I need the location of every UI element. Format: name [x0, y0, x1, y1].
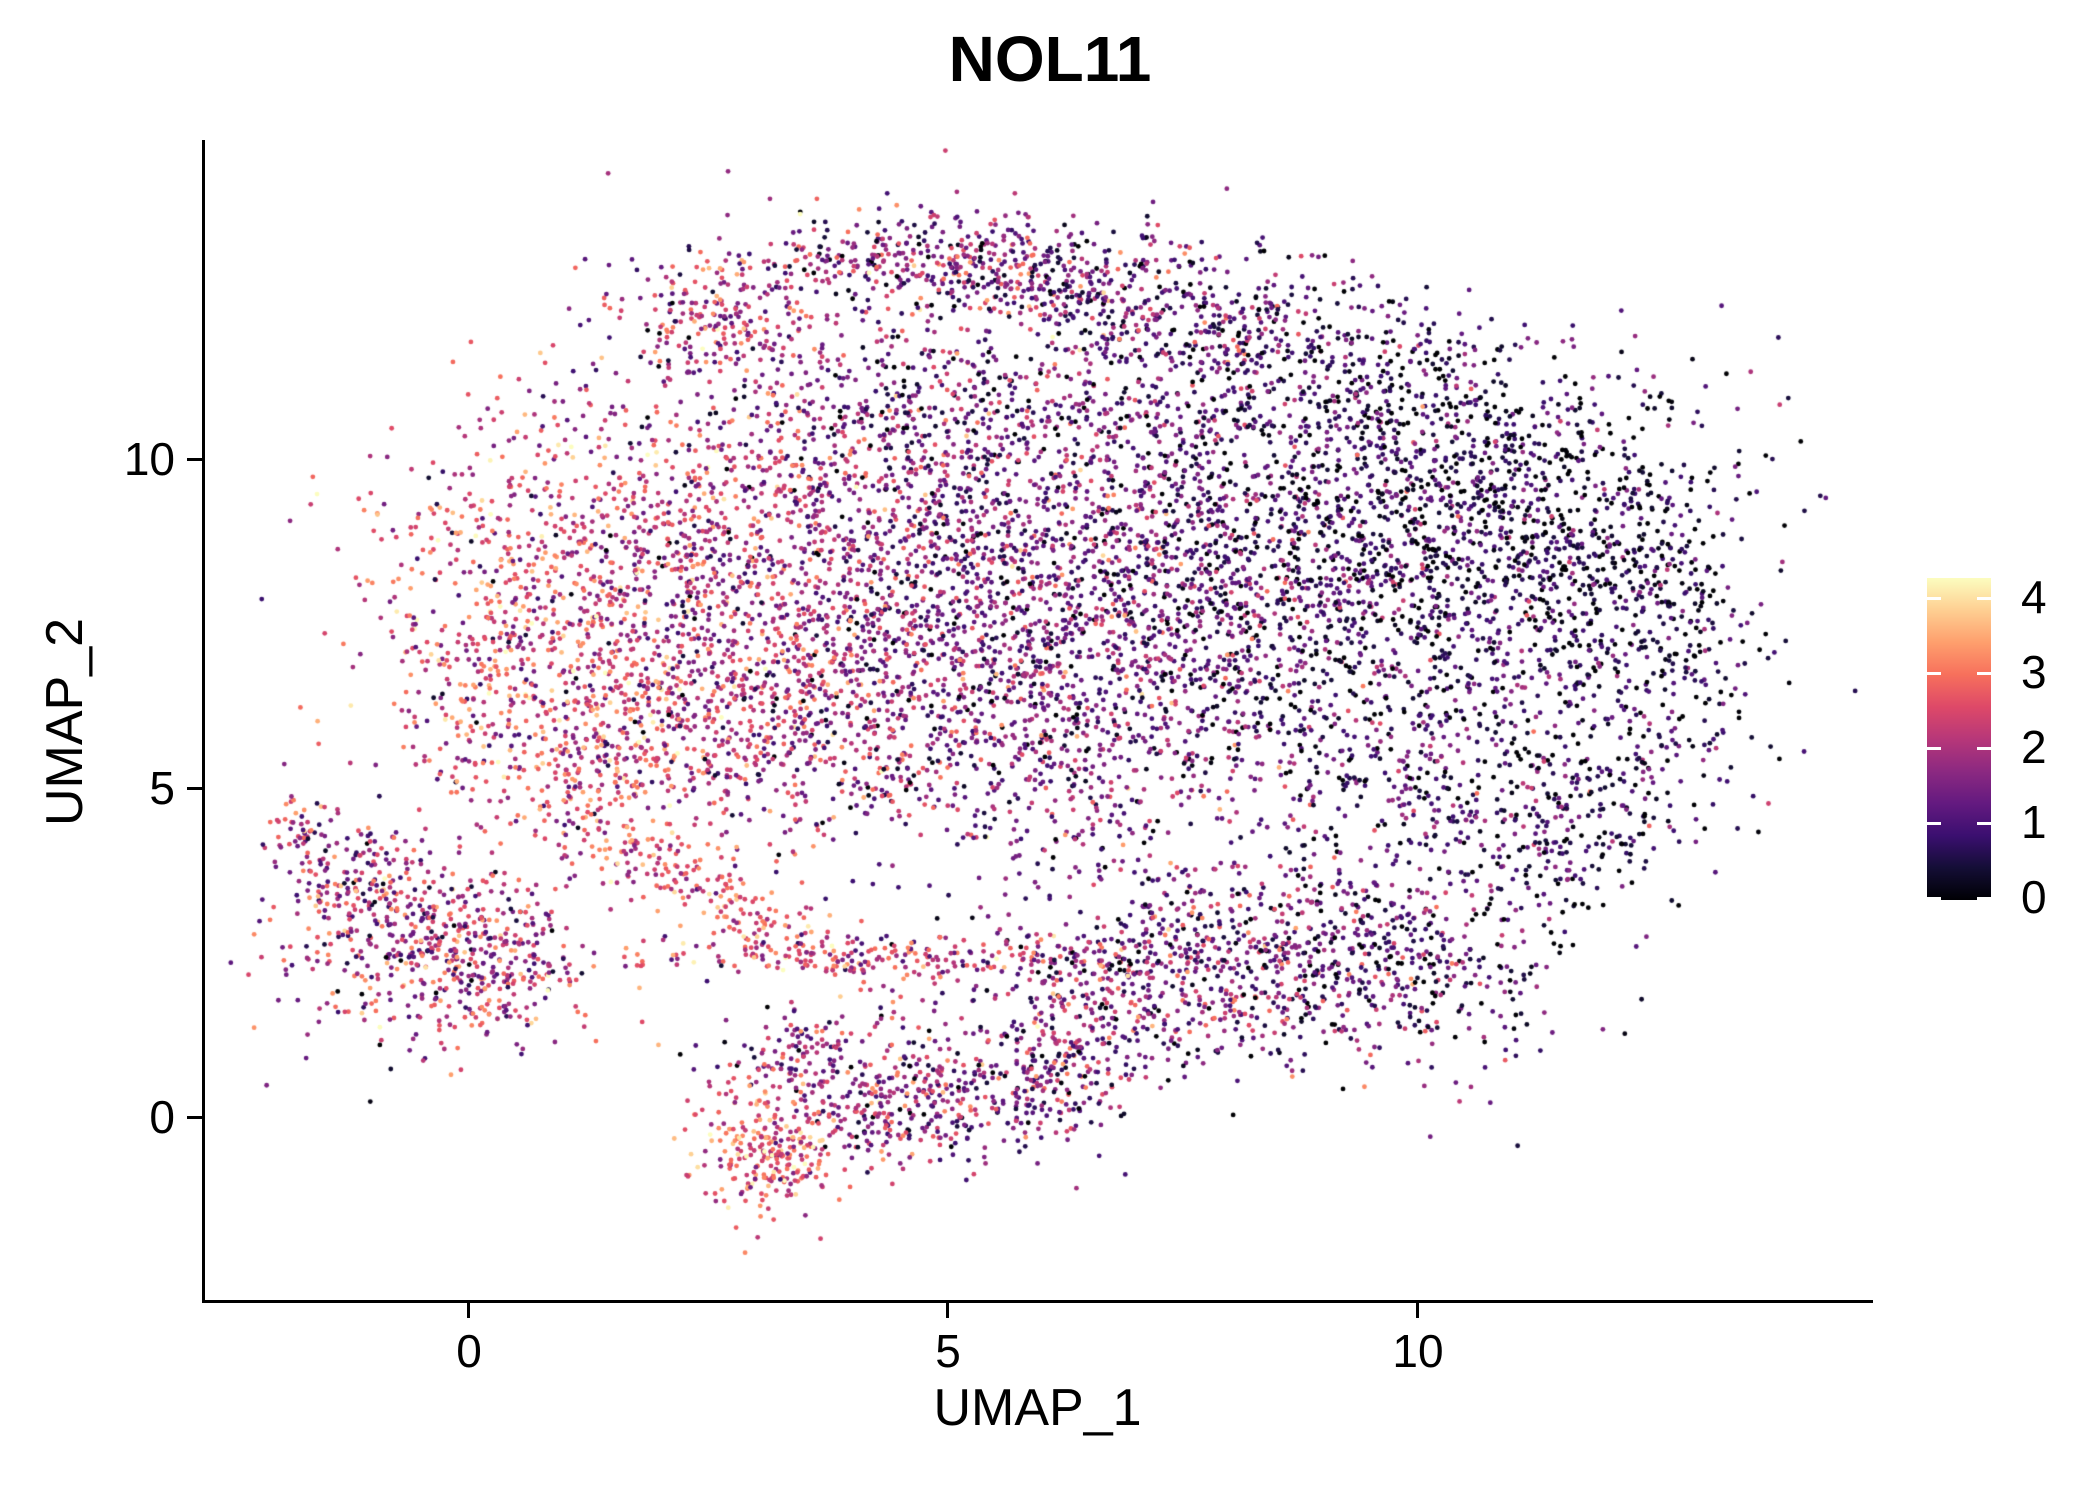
colorbar-tick-label: 0: [2021, 871, 2047, 923]
colorbar-tick-label: 1: [2021, 796, 2047, 848]
colorbar-tick-mark: [1977, 897, 1991, 900]
colorbar-tick-label: 3: [2021, 646, 2047, 698]
plot-title: NOL11: [948, 23, 1152, 95]
colorbar-tick-mark: [1977, 672, 1991, 675]
colorbar-tick-mark: [1977, 597, 1991, 600]
colorbar-tick-mark: [1927, 747, 1941, 750]
y-tick-mark: [187, 787, 202, 790]
y-tick-label: 5: [149, 762, 175, 814]
y-tick-mark: [187, 458, 202, 461]
x-axis-title: UMAP_1: [933, 1379, 1142, 1437]
y-axis-line: [202, 140, 205, 1303]
x-axis-line: [202, 1300, 1873, 1303]
colorbar-tick-label: 4: [2021, 571, 2047, 623]
colorbar-tick-mark: [1927, 822, 1941, 825]
x-tick-label: 5: [935, 1325, 961, 1377]
x-tick-label: 0: [456, 1325, 482, 1377]
colorbar-tick-mark: [1927, 672, 1941, 675]
colorbar-gradient: [1927, 578, 1991, 900]
x-tick-mark: [1416, 1303, 1419, 1318]
x-tick-mark: [946, 1303, 949, 1318]
y-tick-label: 10: [123, 433, 175, 485]
colorbar-tick-label: 2: [2021, 721, 2047, 773]
x-tick-mark: [467, 1303, 470, 1318]
y-tick-label: 0: [149, 1091, 175, 1143]
x-tick-label: 10: [1392, 1325, 1444, 1377]
colorbar-tick-mark: [1927, 897, 1941, 900]
y-tick-mark: [187, 1116, 202, 1119]
colorbar-tick-mark: [1927, 597, 1941, 600]
colorbar-tick-mark: [1977, 747, 1991, 750]
y-axis-title: UMAP_2: [36, 617, 94, 827]
colorbar-tick-mark: [1977, 822, 1991, 825]
